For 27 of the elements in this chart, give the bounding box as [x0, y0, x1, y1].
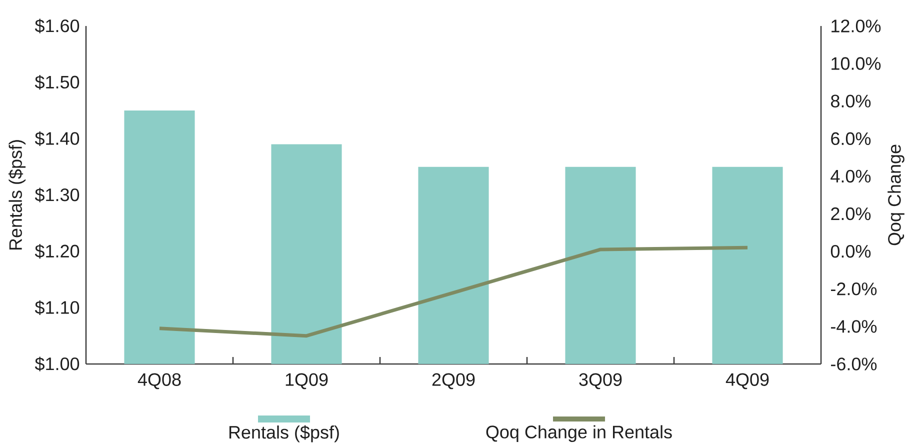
y2-tick-label: -4.0% [831, 320, 877, 333]
y2-tick-label: 4.0% [830, 170, 871, 183]
y-tick-label: $1.20 [34, 244, 80, 259]
y2-tick-label: 0.0% [830, 244, 871, 258]
y2-tick-label: 6.0% [831, 132, 871, 146]
x-tick-label: 3Q09 [579, 373, 622, 390]
y2-axis-title: Qoq Change [888, 144, 904, 246]
y-tick-label: $1.10 [34, 300, 80, 315]
y-tick-label: $1.30 [34, 188, 80, 202]
legend-label: Rentals ($psf) [229, 425, 339, 442]
x-tick-label: 1Q09 [286, 373, 328, 390]
y-tick-label: $1.40 [34, 131, 80, 146]
y-axis-title: Rentals ($psf) [8, 140, 26, 250]
x-tick-label: 4Q08 [138, 373, 181, 390]
y2-tick-label: 10.0% [832, 57, 881, 70]
x-tick-label: 2Q09 [432, 373, 475, 390]
y-tick-label: $1.00 [34, 356, 80, 372]
y-tick-label: $1.60 [34, 18, 80, 34]
y2-tick-label: 2.0% [831, 207, 871, 220]
x-tick-label: 4Q09 [726, 373, 769, 390]
y2-tick-label: 8.0% [830, 94, 871, 108]
y2-tick-label: -6.0% [831, 358, 877, 370]
y2-tick-label: 12.0% [832, 20, 881, 32]
legend-label: Qoq Change in Rentals [486, 425, 672, 442]
line-series [158, 246, 750, 338]
y-tick-label: $1.50 [34, 75, 80, 90]
y2-tick-label: -2.0% [831, 282, 877, 296]
